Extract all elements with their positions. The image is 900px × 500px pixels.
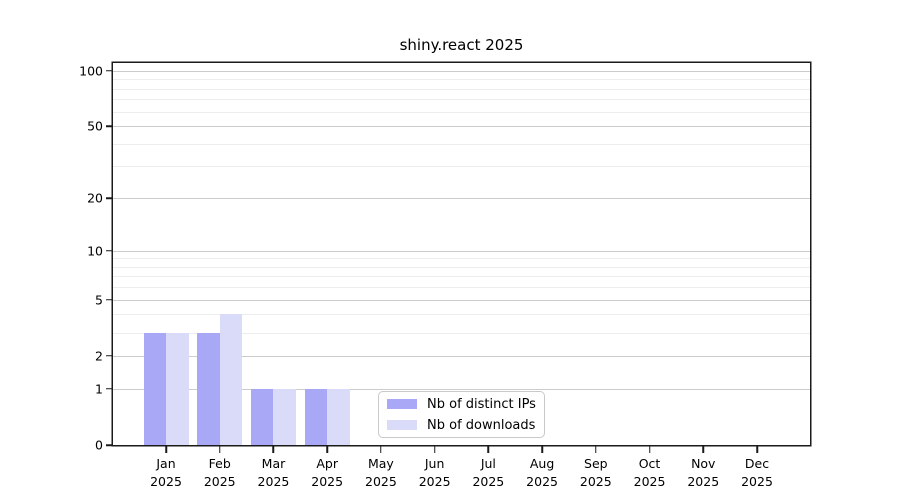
- y-minor-gridline: [113, 143, 810, 145]
- x-tick-label: Feb 2025: [203, 456, 236, 489]
- y-minor-gridline: [113, 258, 810, 260]
- x-axis-tick: [326, 446, 328, 453]
- x-tick-label: Jan 2025: [150, 456, 182, 489]
- legend-label-distinct-ips: Nb of distinct IPs: [427, 396, 536, 412]
- legend-row-distinct-ips: Nb of distinct IPs: [387, 395, 544, 413]
- bar-downloads-feb: [219, 314, 243, 445]
- legend-row-downloads: Nb of downloads: [387, 416, 544, 434]
- y-minor-gridline: [113, 111, 810, 113]
- bar-distinct-ips-apr: [304, 388, 328, 445]
- y-tick-label: 1: [95, 381, 103, 397]
- x-tick-label: Nov 2025: [687, 456, 720, 489]
- x-tick-label: Jul 2025: [472, 456, 505, 489]
- y-axis-tick: [106, 388, 113, 390]
- y-tick-label: 100: [79, 63, 103, 79]
- y-minor-gridline: [113, 332, 810, 334]
- x-axis-tick: [648, 446, 651, 453]
- x-axis-tick: [218, 446, 221, 453]
- y-axis-tick: [106, 355, 113, 357]
- bar-downloads-jan: [166, 332, 189, 445]
- y-minor-gridline: [113, 99, 810, 101]
- y-major-gridline: [113, 355, 810, 357]
- plot-area: 0 1 2 5 10 20 50 100 Jan 2025 Feb 2025 Mar 2025 Apr…: [79, 63, 810, 489]
- y-tick-label: 5: [95, 292, 103, 308]
- legend-label-downloads: Nb of downloads: [427, 417, 536, 433]
- x-tick-label: Sep 2025: [579, 456, 612, 489]
- bar-downloads-apr: [327, 388, 350, 445]
- x-tick-label: Oct 2025: [633, 456, 666, 489]
- y-tick-label: 50: [87, 118, 103, 134]
- x-tick-label: Dec 2025: [741, 456, 773, 489]
- y-major-gridline: [113, 70, 810, 72]
- x-axis-tick: [380, 446, 382, 453]
- legend-swatch-downloads: [387, 420, 417, 430]
- x-tick-label: Jun 2025: [418, 456, 451, 489]
- y-axis-tick: [106, 197, 113, 199]
- y-major-gridline: [113, 126, 810, 128]
- y-minor-gridline: [113, 276, 810, 278]
- y-axis-tick: [106, 125, 113, 127]
- y-major-gridline: [113, 299, 810, 301]
- x-tick-label: Aug 2025: [526, 456, 558, 489]
- x-axis-tick: [165, 446, 167, 453]
- x-tick-label: Mar 2025: [257, 456, 290, 489]
- y-tick-label: 10: [87, 243, 103, 258]
- bar-distinct-ips-jan: [143, 332, 166, 445]
- y-major-gridline: [113, 388, 810, 390]
- chart-legend: Nb of distinct IPs Nb of downloads: [378, 391, 545, 438]
- bar-downloads-mar: [273, 388, 296, 445]
- y-minor-gridline: [113, 79, 810, 81]
- x-axis-tick: [541, 446, 543, 453]
- y-tick-label: 2: [95, 348, 103, 364]
- x-tick-label: Apr 2025: [311, 456, 344, 489]
- y-major-gridline: [113, 198, 810, 200]
- y-minor-gridline: [113, 88, 810, 90]
- bar-distinct-ips-mar: [250, 388, 274, 445]
- legend-swatch-distinct-ips: [387, 399, 417, 409]
- y-axis-tick: [106, 249, 113, 252]
- x-axis-tick: [595, 446, 597, 453]
- x-axis-tick: [433, 446, 436, 453]
- chart-title: shiny.react 2025: [399, 36, 524, 54]
- y-axis-tick: [106, 444, 113, 446]
- y-tick-label: 20: [87, 190, 103, 206]
- x-axis-tick: [272, 446, 275, 453]
- y-minor-gridline: [113, 314, 810, 316]
- y-major-gridline: [113, 250, 810, 252]
- y-minor-gridline: [113, 287, 810, 289]
- x-axis-tick: [487, 446, 490, 453]
- y-axis-tick: [106, 298, 113, 301]
- y-minor-gridline: [113, 266, 810, 268]
- y-minor-gridline: [113, 166, 810, 168]
- y-axis-tick: [106, 69, 113, 72]
- y-tick-label: 0: [95, 437, 103, 453]
- x-tick-label: May 2025: [365, 456, 397, 489]
- x-axis-tick: [756, 446, 758, 453]
- bar-distinct-ips-feb: [197, 332, 220, 445]
- x-axis-tick: [702, 446, 705, 453]
